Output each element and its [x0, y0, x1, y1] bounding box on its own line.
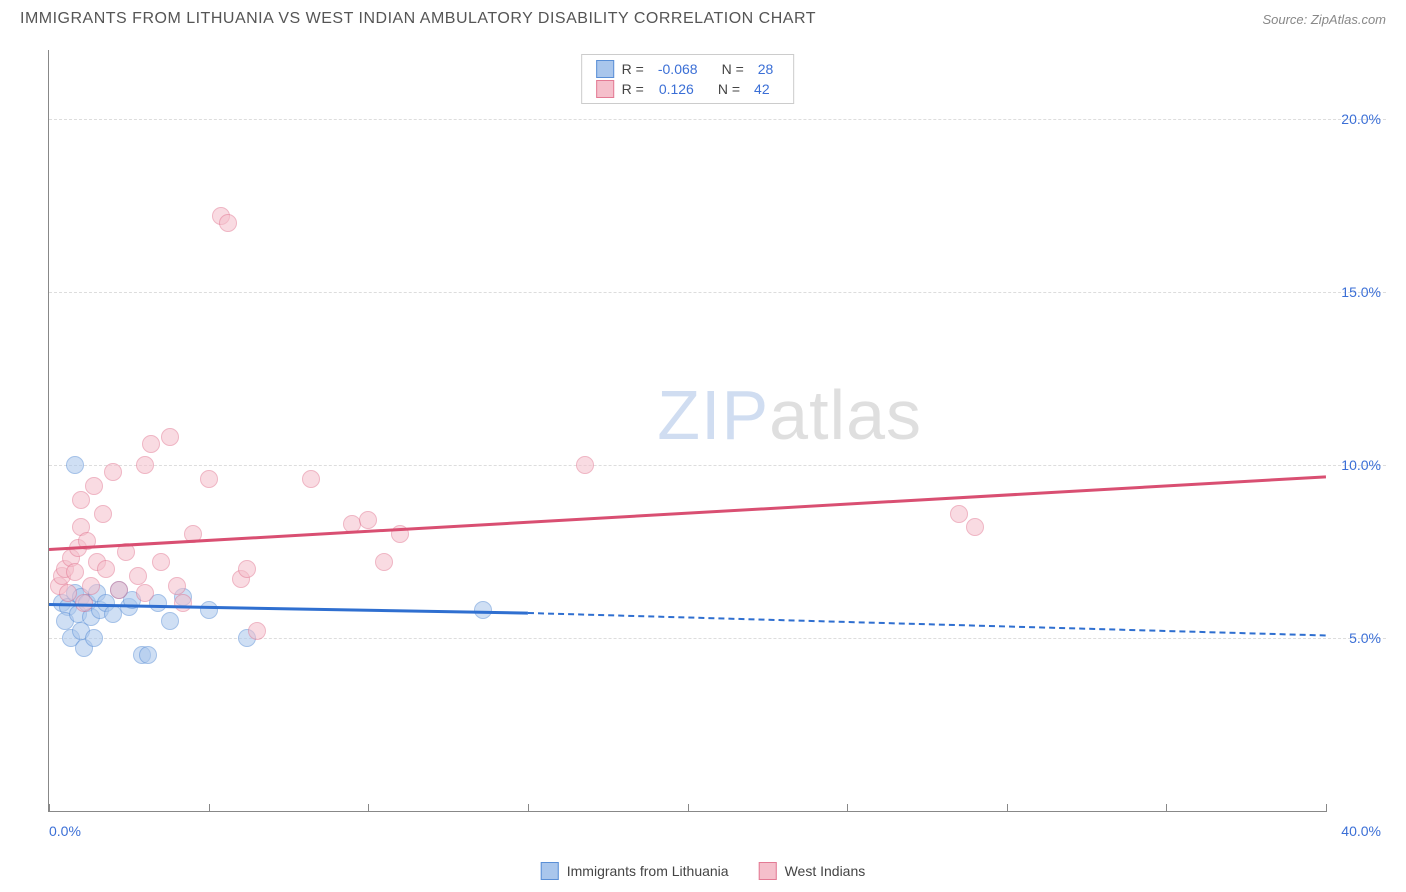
data-point: [104, 463, 122, 481]
watermark-part2: atlas: [769, 376, 922, 454]
legend-n-value: 28: [752, 61, 780, 77]
data-point: [139, 646, 157, 664]
data-point: [110, 581, 128, 599]
data-point: [129, 567, 147, 585]
chart-source: Source: ZipAtlas.com: [1262, 12, 1386, 27]
chart-area: Ambulatory Disability ZIPatlas R =-0.068…: [48, 50, 1386, 852]
x-tick: [847, 804, 848, 812]
data-point: [85, 629, 103, 647]
legend-n-label: N =: [718, 81, 740, 97]
y-tick-label: 10.0%: [1341, 457, 1381, 473]
data-point: [66, 563, 84, 581]
x-tick: [528, 804, 529, 812]
data-point: [168, 577, 186, 595]
gridline: [49, 292, 1386, 293]
legend-r-value: 0.126: [652, 81, 700, 97]
data-point: [85, 477, 103, 495]
y-tick-label: 15.0%: [1341, 284, 1381, 300]
x-tick: [368, 804, 369, 812]
data-point: [136, 456, 154, 474]
legend-label: West Indians: [785, 863, 866, 879]
legend-r-label: R =: [622, 81, 644, 97]
data-point: [72, 491, 90, 509]
data-point: [161, 428, 179, 446]
x-tick: [1166, 804, 1167, 812]
data-point: [966, 518, 984, 536]
legend-n-value: 42: [748, 81, 776, 97]
data-point: [302, 470, 320, 488]
legend-row: R = 0.126 N = 42: [596, 79, 780, 99]
legend-r-value: -0.068: [652, 61, 704, 77]
data-point: [94, 505, 112, 523]
legend-swatch: [596, 60, 614, 78]
legend-row: R = -0.068 N = 28: [596, 59, 780, 79]
watermark: ZIPatlas: [657, 375, 922, 455]
data-point: [219, 214, 237, 232]
series-legend: Immigrants from Lithuania West Indians: [541, 862, 866, 880]
y-tick-label: 20.0%: [1341, 111, 1381, 127]
legend-label: Immigrants from Lithuania: [567, 863, 729, 879]
x-tick: [1007, 804, 1008, 812]
data-point: [248, 622, 266, 640]
x-tick-label-min: 0.0%: [49, 823, 81, 839]
x-tick: [1326, 804, 1327, 812]
plot-area: ZIPatlas R =-0.068N =28R =0.126N =42 0.0…: [48, 50, 1326, 812]
data-point: [200, 601, 218, 619]
data-point: [359, 511, 377, 529]
data-point: [950, 505, 968, 523]
data-point: [152, 553, 170, 571]
legend-swatch: [541, 862, 559, 880]
x-tick: [209, 804, 210, 812]
legend-swatch: [759, 862, 777, 880]
trend-line-dashed: [528, 612, 1326, 636]
data-point: [174, 594, 192, 612]
data-point: [200, 470, 218, 488]
gridline: [49, 119, 1386, 120]
data-point: [238, 560, 256, 578]
trend-line: [49, 475, 1326, 550]
y-tick-label: 5.0%: [1349, 630, 1381, 646]
correlation-legend: R =-0.068N =28R =0.126N =42: [581, 54, 795, 104]
watermark-part1: ZIP: [657, 376, 769, 454]
legend-n-label: N =: [722, 61, 744, 77]
data-point: [136, 584, 154, 602]
data-point: [576, 456, 594, 474]
data-point: [375, 553, 393, 571]
data-point: [142, 435, 160, 453]
chart-title: IMMIGRANTS FROM LITHUANIA VS WEST INDIAN…: [20, 10, 816, 28]
legend-item: West Indians: [759, 862, 866, 880]
data-point: [82, 577, 100, 595]
data-point: [97, 560, 115, 578]
x-tick-label-max: 40.0%: [1341, 823, 1381, 839]
legend-swatch: [596, 80, 614, 98]
x-tick: [688, 804, 689, 812]
legend-r-label: R =: [622, 61, 644, 77]
data-point: [161, 612, 179, 630]
x-tick: [49, 804, 50, 812]
chart-header: IMMIGRANTS FROM LITHUANIA VS WEST INDIAN…: [0, 0, 1406, 28]
legend-item: Immigrants from Lithuania: [541, 862, 729, 880]
gridline: [49, 465, 1386, 466]
data-point: [59, 584, 77, 602]
data-point: [66, 456, 84, 474]
